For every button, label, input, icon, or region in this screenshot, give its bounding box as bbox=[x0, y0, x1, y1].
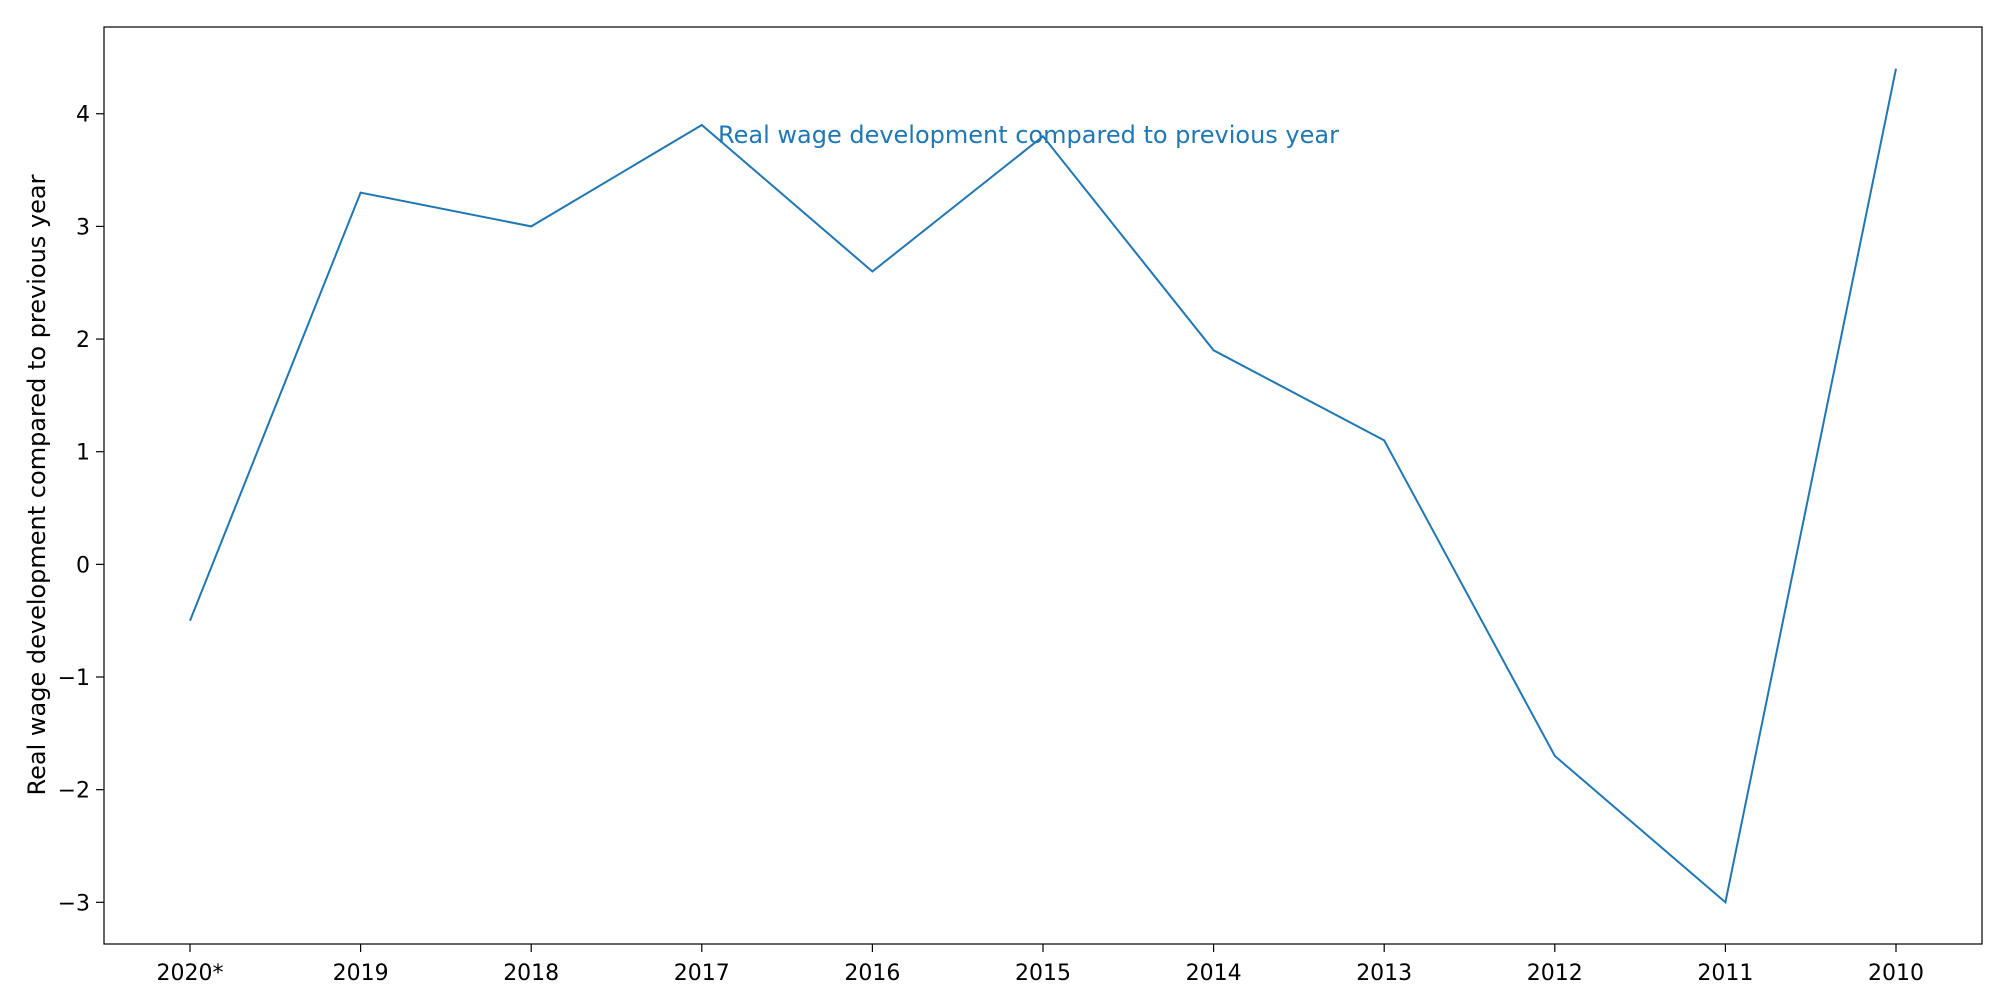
y-tick-label: −2 bbox=[58, 779, 90, 804]
y-tick-label: −3 bbox=[58, 891, 90, 916]
x-tick-label: 2012 bbox=[1527, 961, 1583, 986]
y-tick-label: 4 bbox=[76, 103, 90, 128]
x-tick-label: 2018 bbox=[503, 961, 559, 986]
x-tick-label: 2010 bbox=[1868, 961, 1924, 986]
x-axis-ticks: 2020* 2019 2018 2017 2016 2015 2014 2013 2012 201… bbox=[157, 944, 1924, 986]
plot-frame bbox=[103, 26, 1983, 945]
y-tick-label: 0 bbox=[76, 553, 90, 578]
x-tick-label: 2011 bbox=[1697, 961, 1753, 986]
y-axis-label: Real wage development compared to previo… bbox=[23, 174, 51, 795]
x-tick-label: 2020* bbox=[157, 961, 224, 986]
series-annotation: Real wage development compared to previo… bbox=[718, 121, 1339, 149]
x-tick-label: 2013 bbox=[1356, 961, 1412, 986]
y-axis-ticks: −3 −2 −1 0 1 2 3 4 bbox=[58, 103, 104, 916]
x-tick-label: 2019 bbox=[333, 961, 389, 986]
series-line bbox=[189, 68, 1897, 905]
x-tick-label: 2016 bbox=[844, 961, 900, 986]
x-tick-label: 2017 bbox=[674, 961, 730, 986]
y-tick-label: −1 bbox=[58, 666, 90, 691]
x-tick-label: 2015 bbox=[1015, 961, 1071, 986]
y-tick-label: 3 bbox=[76, 215, 90, 240]
y-tick-label: 1 bbox=[76, 441, 90, 466]
x-tick-label: 2014 bbox=[1186, 961, 1242, 986]
y-tick-label: 2 bbox=[76, 328, 90, 353]
